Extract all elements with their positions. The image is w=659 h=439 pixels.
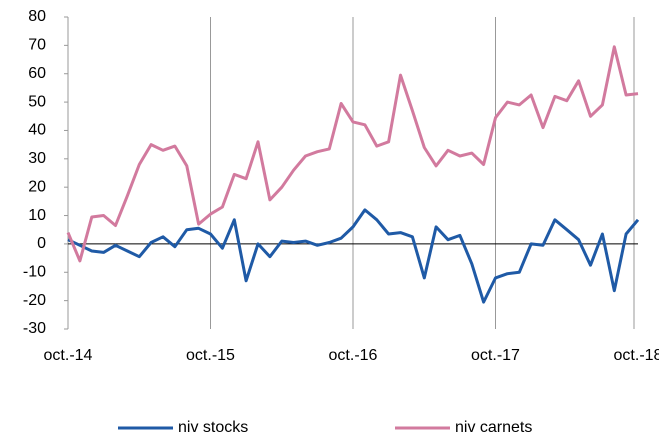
y-tick-label: -20 [23,292,46,309]
x-tick-label: oct.-18 [614,347,659,364]
y-tick-label: 50 [28,93,46,110]
series-line [66,45,639,263]
y-tick-label: 10 [28,207,46,224]
x-tick-label: oct.-16 [329,347,378,364]
y-tick-label: 30 [28,150,46,167]
y-tick-label: -10 [23,263,46,280]
legend-label: niv carnets [455,419,532,436]
x-tick-label: oct.-17 [471,347,520,364]
y-tick-label: -30 [23,320,46,337]
y-tick-label: 80 [28,8,46,25]
y-tick-label: 60 [28,65,46,82]
y-tick-label: 70 [28,37,46,54]
y-tick-label: 40 [28,122,46,139]
y-tick-label: 0 [37,235,46,252]
legend-label: niv stocks [178,419,248,436]
x-tick-label: oct.-15 [186,347,235,364]
y-tick-label: 20 [28,178,46,195]
x-tick-label: oct.-14 [44,347,93,364]
series-line [67,208,640,304]
